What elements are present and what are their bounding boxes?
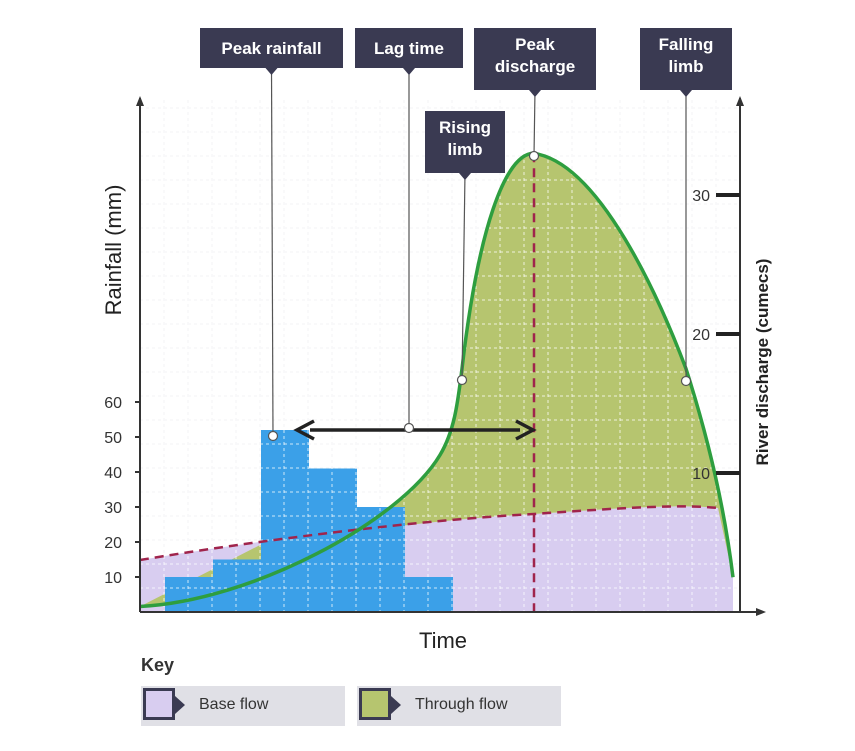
callout-falling-limb-pointer-icon [680,90,692,97]
x-axis-label: Time [419,628,467,653]
callout-peak-discharge-marker [528,150,540,162]
key-pointer-icon [391,696,401,714]
chart-axes: 10 20 30 40 50 60 10 20 30 Time Rainfall (mm) River… [101,96,772,653]
y-axis-left-arrow-icon [136,96,144,106]
y-right-tick-label: 30 [692,188,710,205]
lag-time-arrow [293,419,537,441]
callout-rising-limb-label: Rising limb [439,118,491,159]
callout-rising-limb-leader [461,172,466,381]
rainfall-bar [165,577,213,612]
callout-rising-limb-marker [456,374,468,386]
callout-lag-time-pointer-icon [403,68,415,75]
callout-rising-limb-pointer-icon [459,173,471,180]
callout-labels: Peak rainfall Lag time Peak discharge Rising… [200,28,732,442]
y-left-tick-label: 30 [104,500,122,517]
x-axis-arrow-icon [756,608,766,616]
key-pointer-icon [175,696,185,714]
callout-peak-discharge-box [474,28,596,90]
y-right-tick-label: 10 [692,466,710,483]
rainfall-bar [261,430,309,612]
callout-peak-rainfall-box [200,28,343,68]
callout-peak-rainfall-label: Peak rainfall [221,39,321,58]
y-left-tick-label: 10 [104,570,122,587]
callout-peak-discharge-leader [533,89,536,157]
y-left-tick-label: 40 [104,465,122,482]
key-label-through-flow: Through flow [415,696,508,713]
through-flow-swatch [359,688,391,720]
y-axis-right-arrow-icon [736,96,744,106]
through-flow-area [140,153,733,607]
key-item-base-flow: Base flow [141,686,345,726]
y-right-tick-label: 20 [692,327,710,344]
arrow-right-icon [515,419,537,441]
baseflow-divider-line [139,505,719,562]
y-axis-right-label: River discharge (cumecs) [753,259,772,466]
base-flow-swatch [143,688,175,720]
hydrograph-line [139,151,735,609]
callout-peak-discharge-label: Peak discharge [495,35,575,76]
callout-lag-time-marker [403,422,415,434]
key-item-through-flow: Through flow [357,686,561,726]
callout-falling-limb-label: Falling limb [659,35,714,76]
callout-peak-rainfall-marker [267,430,279,442]
rainfall-bar [405,577,453,612]
key-label-base-flow: Base flow [199,696,269,713]
callout-peak-rainfall-pointer-icon [265,68,278,75]
callout-rising-limb-box [425,111,505,173]
y-left-tick-label: 60 [104,395,122,412]
callout-lag-time-box [355,28,463,68]
y-axis-left-label: Rainfall (mm) [101,185,126,316]
arrow-left-icon [293,419,315,441]
callout-falling-limb-box [640,28,732,90]
key-title: Key [141,655,175,675]
callout-peak-rainfall-leader [270,67,274,437]
rainfall-bar [357,507,405,612]
grid-overlay [140,100,740,612]
callout-lag-time-label: Lag time [374,39,444,58]
y-left-tick-label: 20 [104,535,122,552]
callout-peak-discharge-pointer-icon [529,90,541,97]
callout-falling-limb-marker [680,375,692,387]
y-left-tick-label: 50 [104,430,122,447]
